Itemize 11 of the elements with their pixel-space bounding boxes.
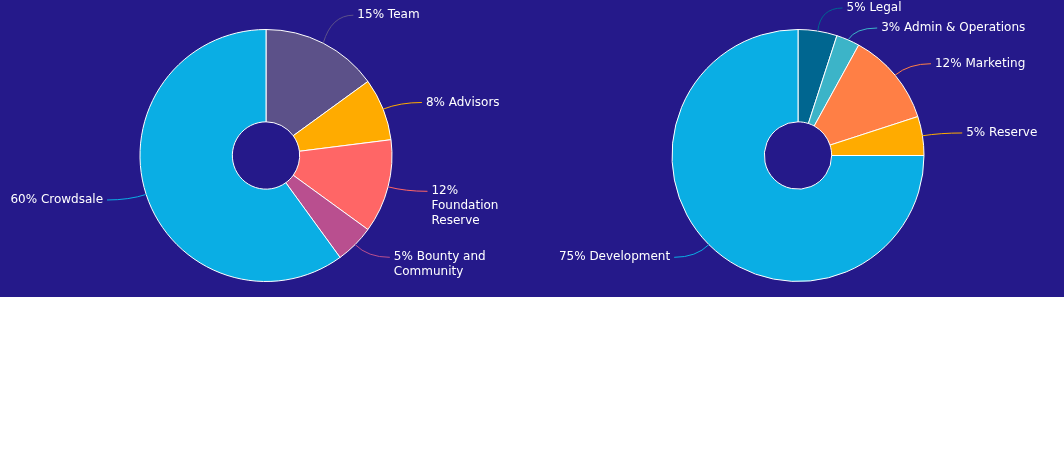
slice-label: 12% Marketing bbox=[934, 55, 1026, 70]
slice-label: 5% Legal bbox=[846, 0, 902, 15]
data-label: 12% bbox=[431, 183, 459, 198]
slice-label: 3% Admin & Operations bbox=[881, 20, 1026, 35]
slice-label: 75% Development bbox=[558, 249, 671, 264]
slice-label: 8% Advisors bbox=[425, 94, 500, 109]
slice-label: 15% Team bbox=[357, 7, 420, 22]
slice-label: Foundation Reserve bbox=[431, 198, 499, 228]
slice-label: 60% Crowdsale bbox=[10, 192, 104, 207]
slice-label: 5% Bounty and Community bbox=[393, 249, 486, 279]
slice-label: 5% Reserve bbox=[966, 125, 1038, 140]
